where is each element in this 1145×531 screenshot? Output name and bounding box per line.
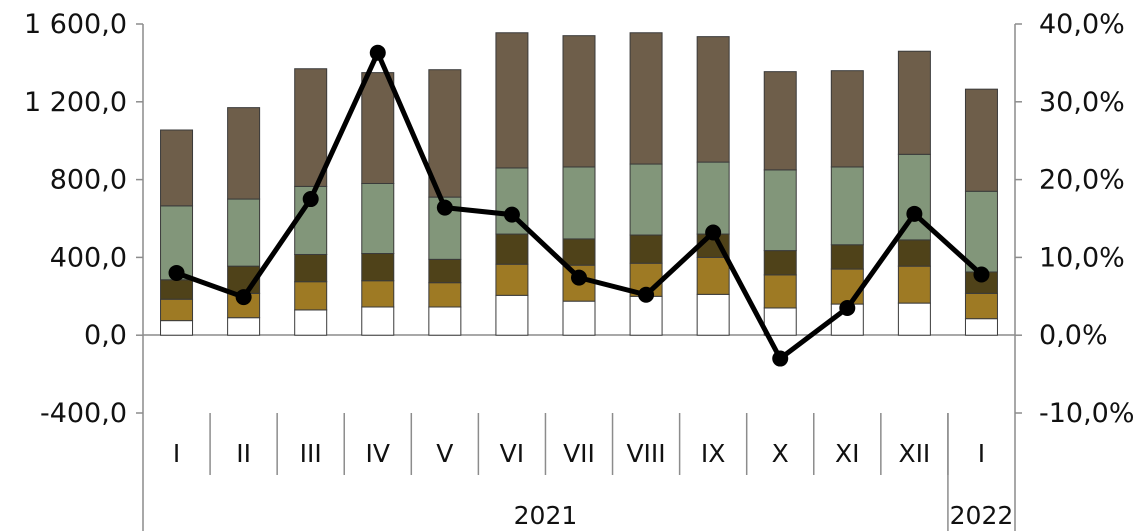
line-point	[436, 199, 453, 216]
line-point	[772, 350, 789, 367]
bar-segment-5	[227, 107, 261, 200]
bar-segment-2	[361, 280, 395, 308]
bar-segment-5	[763, 71, 797, 171]
y-tick-label: 1 600,0	[24, 9, 127, 40]
bar-segment-5	[160, 129, 194, 207]
bar-segment-4	[964, 190, 998, 273]
line-point	[705, 224, 722, 241]
bar-segment-3	[629, 234, 663, 264]
bar-segment-3	[428, 258, 462, 284]
y2-tick-label: -10,0%	[1039, 398, 1135, 429]
bar-segment-2	[495, 263, 529, 296]
bar-segment-3	[361, 253, 395, 282]
category-label: IX	[701, 439, 726, 468]
bar-segment-2	[696, 256, 730, 295]
line-point	[503, 206, 520, 223]
bar-segment-3	[830, 244, 864, 270]
year-label: 2021	[514, 501, 578, 530]
line-point	[973, 266, 990, 283]
bar-segment-4	[763, 169, 797, 252]
y2-tick-label: 30,0%	[1039, 87, 1125, 118]
bar-segment-3	[562, 238, 596, 266]
bar-segment-2	[428, 282, 462, 308]
bar-segment-3	[160, 279, 194, 300]
bar-segment-3	[763, 250, 797, 276]
bar-segment-1	[294, 309, 328, 336]
bar-segment-5	[897, 50, 931, 155]
line-point	[235, 289, 252, 306]
year-label: 2022	[950, 501, 1014, 530]
line-point	[369, 44, 386, 61]
category-label: V	[436, 439, 453, 468]
bar-segment-5	[562, 35, 596, 168]
bar-segment-1	[897, 302, 931, 336]
line-point	[638, 286, 655, 303]
bar-segment-5	[495, 32, 529, 169]
bar-segment-1	[964, 318, 998, 336]
y-tick-label: 800,0	[50, 165, 127, 196]
bar-segment-2	[294, 281, 328, 311]
bar-segment-1	[361, 306, 395, 336]
y-tick-label: -400,0	[40, 398, 127, 429]
bar-segment-3	[294, 253, 328, 283]
growth-line	[168, 44, 990, 367]
bar-segment-2	[964, 292, 998, 320]
bar-segment-1	[160, 320, 194, 336]
bar-segment-1	[562, 300, 596, 336]
bar-segment-2	[897, 265, 931, 304]
bar-segment-5	[964, 88, 998, 192]
bar-segment-1	[428, 306, 462, 336]
bar-segment-4	[830, 166, 864, 246]
line-point	[906, 205, 923, 222]
bar-segment-1	[629, 295, 663, 336]
line-point	[168, 264, 185, 281]
bar-segment-4	[629, 163, 663, 236]
line-point	[839, 299, 856, 316]
bar-segment-3	[495, 233, 529, 265]
bar-segment-5	[428, 69, 462, 198]
bar-segment-1	[227, 317, 261, 336]
category-label: II	[236, 439, 251, 468]
category-label: IV	[366, 439, 390, 468]
category-label: XI	[835, 439, 860, 468]
bar-segment-1	[696, 293, 730, 336]
category-label: VII	[563, 439, 595, 468]
y2-tick-label: 20,0%	[1039, 165, 1125, 196]
bar-segment-1	[495, 294, 529, 336]
category-label: I	[173, 439, 180, 468]
category-label: III	[300, 439, 322, 468]
bar-segment-5	[361, 72, 395, 184]
bar-segment-3	[897, 239, 931, 267]
y2-tick-label: 0,0%	[1039, 320, 1108, 351]
bar-segment-5	[294, 68, 328, 187]
bar-segment-5	[696, 36, 730, 163]
y-tick-label: 400,0	[50, 242, 127, 273]
y-tick-label: 1 200,0	[24, 87, 127, 118]
bar-segment-2	[763, 274, 797, 309]
category-label: X	[772, 439, 789, 468]
bar-segment-1	[763, 307, 797, 336]
category-label: I	[978, 439, 985, 468]
stacked-bars	[160, 32, 998, 336]
bar-segment-4	[696, 161, 730, 235]
line-point	[302, 191, 319, 208]
bar-segment-2	[160, 298, 194, 322]
category-label: VIII	[626, 439, 665, 468]
y2-tick-label: 40,0%	[1039, 9, 1125, 40]
bar-segment-4	[361, 182, 395, 255]
bar-segment-4	[562, 166, 596, 240]
y2-tick-label: 10,0%	[1039, 242, 1125, 273]
bar-segment-5	[830, 70, 864, 168]
category-label: VI	[500, 439, 524, 468]
bar-segment-4	[227, 198, 261, 267]
bar-segment-5	[629, 32, 663, 165]
line-point	[571, 269, 587, 286]
bar-segment-2	[830, 268, 864, 305]
y-tick-label: 0,0	[84, 320, 127, 351]
category-label: XII	[898, 439, 930, 468]
